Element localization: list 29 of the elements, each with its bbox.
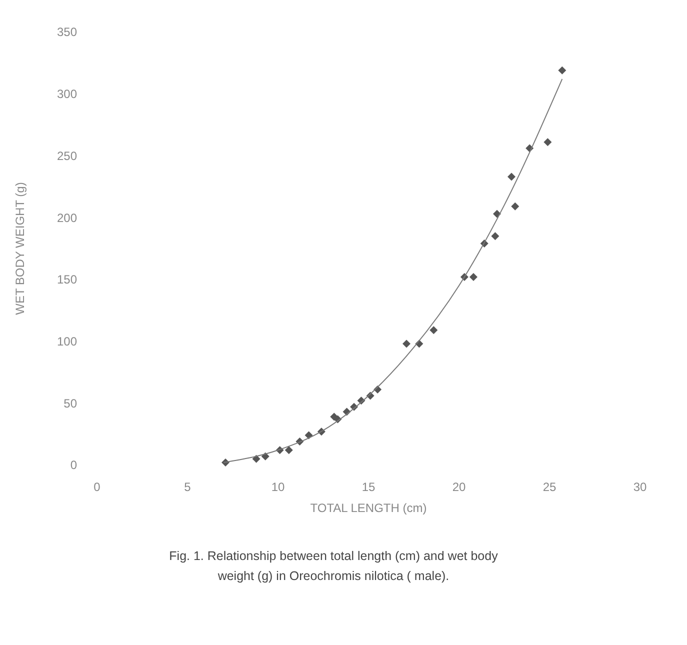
point xyxy=(284,446,293,454)
y-tick-label: 0 xyxy=(70,458,78,472)
point xyxy=(252,454,260,463)
y-tick-label: 200 xyxy=(56,210,78,225)
text: weight (g) in Oreochromis nilotica ( male). xyxy=(216,569,450,583)
point xyxy=(558,66,566,74)
point xyxy=(511,202,520,210)
y-tick-label: 150 xyxy=(56,272,78,287)
point xyxy=(507,172,516,181)
point xyxy=(491,232,500,240)
x-tick-label: 0 xyxy=(94,480,101,494)
y-axis-title: WET BODY WEIGHT (g) xyxy=(13,182,27,315)
point xyxy=(430,326,438,334)
point xyxy=(469,272,478,281)
y-tick-label: 350 xyxy=(56,25,78,40)
y-tick-label: 250 xyxy=(56,148,78,163)
x-axis-title: TOTAL LENGTH (cm) xyxy=(310,501,427,515)
x-tick-label: 30 xyxy=(633,480,647,494)
point xyxy=(544,138,552,146)
caption: Fig. 1. Relationship between total length (cm) and wet body xyxy=(169,549,499,563)
y-tick-label: 300 xyxy=(56,87,78,102)
y-tick-label: 50 xyxy=(64,396,78,410)
x-tick-label: 25 xyxy=(542,480,556,494)
point xyxy=(402,340,411,348)
x-tick-label: 10 xyxy=(271,480,285,494)
y-tick-label: 100 xyxy=(56,334,78,348)
x-tick-label: 20 xyxy=(452,480,466,494)
x-tick-label: 15 xyxy=(362,480,376,494)
x-tick-label: 5 xyxy=(184,480,192,494)
